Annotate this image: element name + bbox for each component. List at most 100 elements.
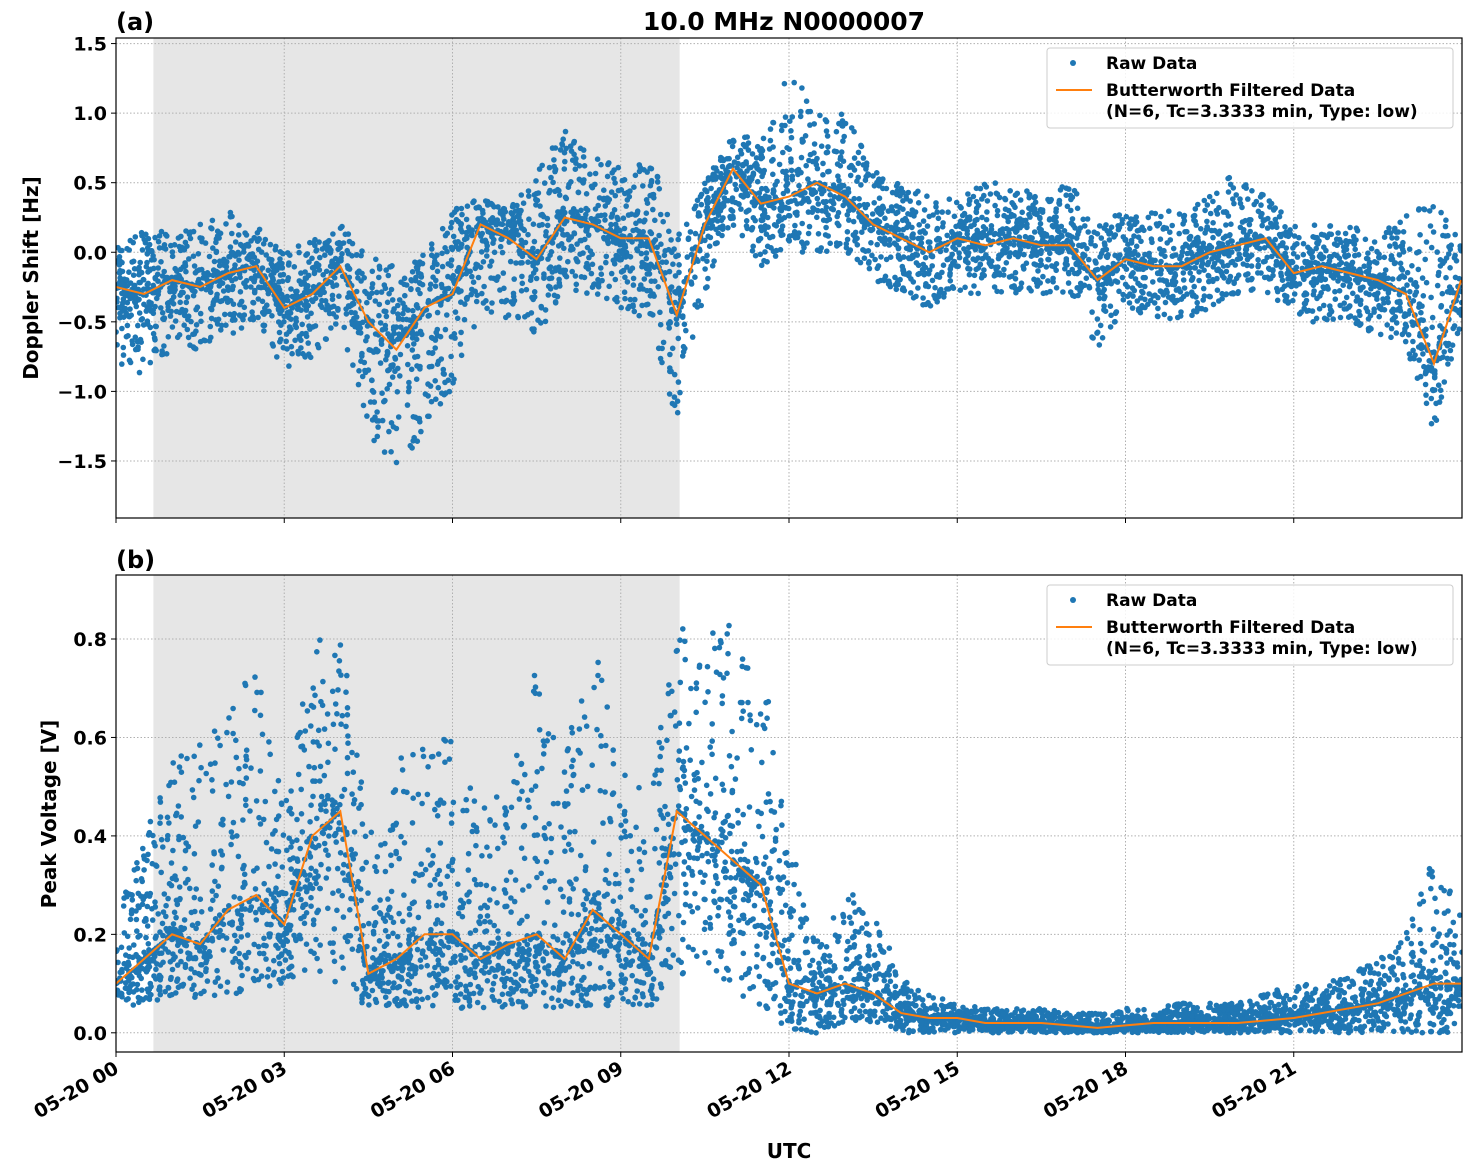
raw-data-point [607, 197, 613, 203]
raw-data-point [656, 233, 662, 239]
raw-data-point [934, 237, 940, 243]
raw-data-point [737, 168, 743, 174]
raw-data-point [1428, 223, 1434, 229]
raw-data-point [622, 296, 628, 302]
raw-data-point [623, 203, 629, 209]
raw-data-point [1001, 242, 1007, 248]
raw-data-point [1391, 315, 1397, 321]
raw-data-point [277, 330, 283, 336]
raw-data-point [1315, 261, 1321, 267]
raw-data-point [799, 155, 805, 161]
raw-data-point [1388, 335, 1394, 341]
raw-data-point [706, 200, 712, 206]
raw-data-point [799, 221, 805, 227]
raw-data-point [1206, 260, 1212, 266]
raw-data-point [1236, 272, 1242, 278]
raw-data-point [967, 197, 973, 203]
raw-data-point [1337, 255, 1343, 261]
raw-data-point [718, 208, 724, 214]
raw-data-point [1210, 277, 1216, 283]
raw-data-point [513, 208, 519, 214]
raw-data-point [883, 274, 889, 280]
raw-data-point [1312, 222, 1318, 228]
raw-data-point [892, 275, 898, 281]
raw-data-point [1094, 330, 1100, 336]
raw-data-point [671, 246, 677, 252]
raw-data-point [1436, 382, 1442, 388]
raw-data-point [1170, 253, 1176, 259]
raw-data-point [128, 238, 134, 244]
raw-data-point [124, 334, 130, 340]
raw-data-point [313, 248, 319, 254]
raw-data-point [638, 282, 644, 288]
raw-data-point [166, 334, 172, 340]
raw-data-point [755, 179, 761, 185]
raw-data-point [425, 313, 431, 319]
raw-data-point [1161, 248, 1167, 254]
raw-data-point [335, 307, 341, 313]
raw-data-point [1184, 291, 1190, 297]
raw-data-point [1202, 208, 1208, 214]
raw-data-point [1394, 235, 1400, 241]
raw-data-point [665, 212, 671, 218]
raw-data-point [343, 232, 349, 238]
raw-data-point [344, 311, 350, 317]
raw-data-point [1393, 244, 1399, 250]
raw-data-point [720, 215, 726, 221]
raw-data-point [979, 215, 985, 221]
raw-data-point [599, 271, 605, 277]
raw-data-point [261, 328, 267, 334]
raw-data-point [469, 274, 475, 280]
raw-data-point [1293, 283, 1299, 289]
raw-data-point [606, 160, 612, 166]
raw-data-point [631, 276, 637, 282]
raw-data-point [819, 143, 825, 149]
raw-data-point [1285, 282, 1291, 288]
raw-data-point [1188, 234, 1194, 240]
raw-data-point [626, 304, 632, 310]
raw-data-point [1221, 235, 1227, 241]
raw-data-point [1146, 215, 1152, 221]
raw-data-point [1108, 324, 1114, 330]
raw-data-point [653, 237, 659, 243]
raw-data-point [1022, 243, 1028, 249]
raw-data-point [825, 133, 831, 139]
raw-data-point [711, 258, 717, 264]
panel-label-b: (b) [116, 546, 155, 574]
raw-data-point [900, 198, 906, 204]
raw-data-point [1191, 284, 1197, 290]
raw-data-point [967, 217, 973, 223]
raw-data-point [356, 368, 362, 374]
raw-data-point [1258, 202, 1264, 208]
raw-data-point [405, 362, 411, 368]
raw-data-point [417, 364, 423, 370]
raw-data-point [1130, 293, 1136, 299]
raw-data-point [386, 273, 392, 279]
raw-data-point [1361, 263, 1367, 269]
raw-data-point [451, 234, 457, 240]
raw-data-point [708, 186, 714, 192]
raw-data-point [792, 223, 798, 229]
raw-data-point [1274, 286, 1280, 292]
raw-data-point [511, 276, 517, 282]
raw-data-point [845, 229, 851, 235]
raw-data-point [602, 217, 608, 223]
raw-data-point [1416, 267, 1422, 273]
raw-data-point [631, 282, 637, 288]
raw-data-point [1005, 219, 1011, 225]
raw-data-point [1448, 242, 1454, 248]
raw-data-point [613, 222, 619, 228]
raw-data-point [1347, 225, 1353, 231]
raw-data-point [1080, 217, 1086, 223]
raw-data-point [1435, 283, 1441, 289]
raw-data-point [1047, 217, 1053, 223]
raw-data-point [397, 297, 403, 303]
raw-data-point [779, 128, 785, 134]
raw-data-point [276, 319, 282, 325]
raw-data-point [137, 370, 143, 376]
raw-data-point [906, 273, 912, 279]
raw-data-point [989, 223, 995, 229]
raw-data-point [640, 241, 646, 247]
raw-data-point [1376, 303, 1382, 309]
raw-data-point [936, 216, 942, 222]
